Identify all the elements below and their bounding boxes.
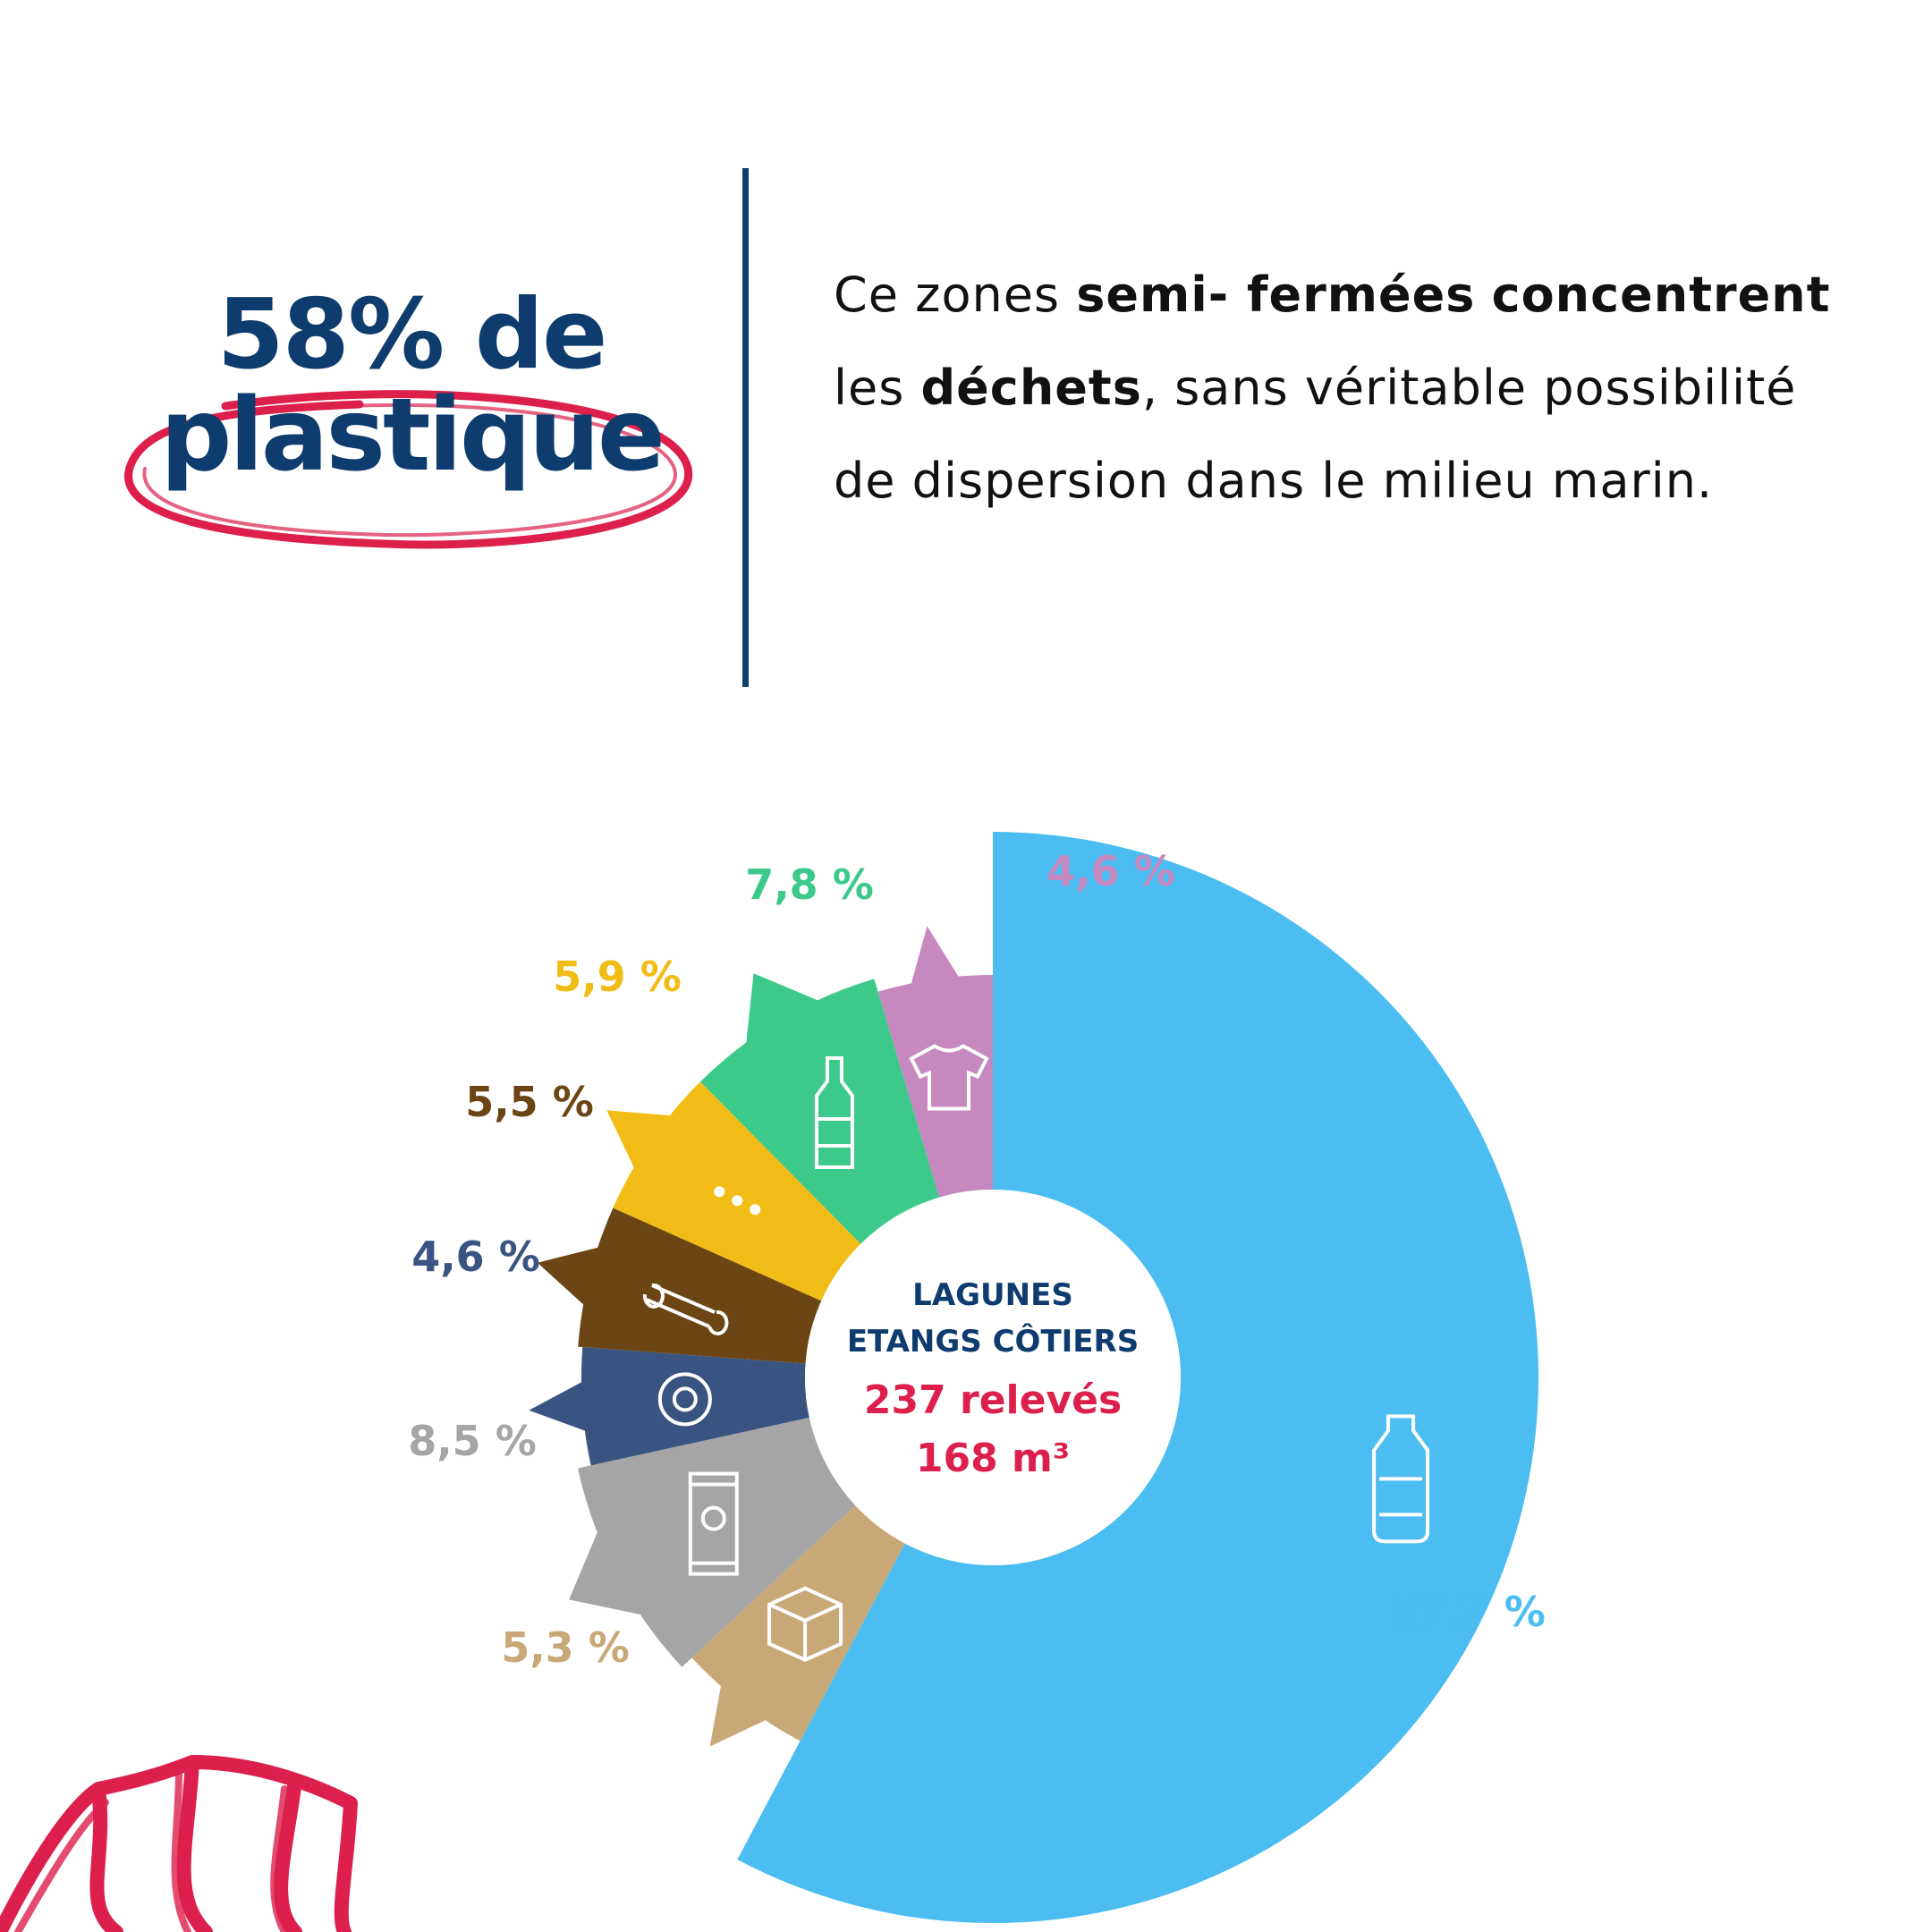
more-dots-icon [714, 1186, 761, 1216]
center-volume: 168 m³ [916, 1436, 1070, 1481]
dot [750, 1204, 761, 1216]
donut-slice [700, 979, 940, 1244]
donut-slice [577, 1417, 856, 1667]
center-count: 237 relevés [864, 1377, 1122, 1423]
slice-label: 5,5 % [465, 1078, 594, 1126]
headline-line-1: 58% de [216, 279, 608, 391]
divider-line [742, 168, 749, 687]
tire-icon [657, 1372, 712, 1427]
icon-path [688, 1471, 739, 1576]
wood-log-icon [642, 1283, 729, 1335]
icon-path [814, 1055, 854, 1169]
cardboard-box-icon [767, 1586, 843, 1662]
dot [714, 1186, 725, 1198]
bold-run: déchets [920, 360, 1142, 416]
donut-hole [805, 1190, 1181, 1565]
plastic-bottle-icon [1372, 1414, 1430, 1544]
slice-label: 5,3 % [501, 1623, 630, 1672]
text-run: , sans véritable possibilité de dispersi… [834, 360, 1797, 509]
description-paragraph: Ce zones semi- fermées concentrent les d… [834, 249, 1835, 528]
slice-pointer [709, 1682, 769, 1747]
circle-highlight-icon [124, 390, 693, 549]
slice-label: 7,8 % [745, 860, 874, 909]
icon-path [1372, 1414, 1430, 1544]
center-title-line-2: ETANGS CÔTIERS [847, 1323, 1139, 1360]
slice-pointer [745, 973, 823, 1047]
icon-path [657, 1372, 712, 1427]
glass-bottle-icon [814, 1055, 854, 1169]
donut-slice [737, 832, 1538, 1923]
text-run: les [834, 360, 921, 416]
slice-label: 57,7 % [1388, 1588, 1546, 1636]
slice-pointer [529, 1380, 589, 1433]
slice-pointer [569, 1528, 646, 1616]
scribble-decoration-icon [0, 1755, 358, 1932]
bold-run: semi- fermées [1076, 267, 1476, 323]
dot [732, 1195, 743, 1207]
donut-slice [691, 1505, 905, 1741]
icon-path [767, 1586, 843, 1662]
icon-path [642, 1283, 729, 1335]
icon-path [909, 1044, 989, 1111]
slice-label: 4,6 % [411, 1233, 540, 1281]
slice-pointer [606, 1110, 674, 1172]
tshirt-icon [909, 1044, 989, 1111]
donut-slice [613, 1081, 861, 1301]
slice-pointer [910, 926, 961, 987]
slice-pointer [537, 1246, 602, 1308]
can-icon [688, 1471, 739, 1576]
headline: 58% de plastique [125, 279, 698, 495]
slice-label: 4,6 % [1046, 847, 1175, 895]
headline-line-2: plastique [160, 377, 665, 495]
center-title-line-1: LAGUNES [912, 1277, 1073, 1313]
donut-slice [578, 1208, 822, 1364]
bold-run: concentrent [1491, 267, 1831, 323]
donut-slice [877, 975, 993, 1198]
text-run: Ce zones [834, 267, 1077, 323]
slice-label: 5,9 % [553, 953, 682, 1001]
slice-label: 8,5 % [408, 1417, 537, 1465]
